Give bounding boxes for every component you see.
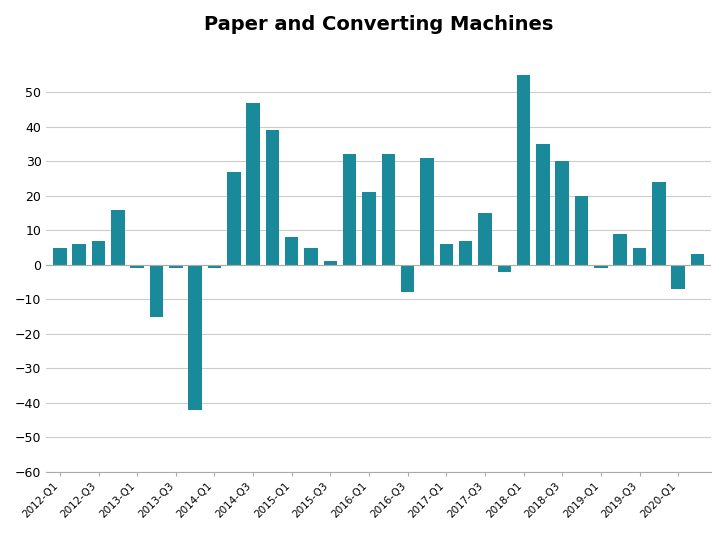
Bar [111, 210, 125, 265]
Bar [150, 265, 163, 317]
Bar [594, 265, 608, 268]
Bar [478, 213, 492, 265]
Bar [343, 155, 356, 265]
Bar [497, 265, 511, 272]
Bar [420, 158, 433, 265]
Bar [362, 192, 376, 265]
Bar [517, 75, 531, 265]
Bar [690, 255, 704, 265]
Bar [652, 182, 666, 265]
Bar [324, 261, 337, 265]
Bar [169, 265, 182, 268]
Bar [575, 196, 588, 265]
Bar [208, 265, 221, 268]
Bar [266, 130, 280, 265]
Bar [285, 237, 298, 265]
Bar [672, 265, 685, 289]
Bar [91, 241, 105, 265]
Bar [401, 265, 415, 293]
Bar [131, 265, 144, 268]
Bar [633, 248, 646, 265]
Bar [53, 248, 67, 265]
Bar [304, 248, 318, 265]
Bar [536, 144, 550, 265]
Bar [555, 161, 569, 265]
Bar [246, 103, 260, 265]
Bar [73, 244, 86, 265]
Bar [227, 172, 240, 265]
Bar [613, 234, 627, 265]
Title: Paper and Converting Machines: Paper and Converting Machines [204, 15, 553, 34]
Bar [382, 155, 395, 265]
Bar [439, 244, 453, 265]
Bar [459, 241, 473, 265]
Bar [188, 265, 202, 410]
